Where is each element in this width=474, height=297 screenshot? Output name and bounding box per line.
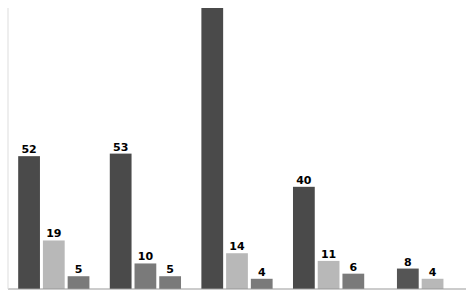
bar (18, 156, 40, 289)
bar (342, 274, 364, 289)
data-label: 52 (21, 143, 36, 156)
bar (397, 269, 419, 289)
data-label: 10 (138, 250, 154, 263)
chart: 52 19 5 53 10 5 14 4 40 11 6 8 4 (0, 0, 474, 297)
bar (201, 8, 223, 289)
bars (18, 8, 443, 289)
data-labels: 52 19 5 53 10 5 14 4 40 11 6 8 4 (21, 141, 436, 279)
data-label: 5 (75, 263, 83, 276)
bar (135, 263, 157, 289)
bar (226, 253, 248, 289)
data-label: 40 (296, 174, 312, 187)
data-label: 8 (404, 256, 412, 269)
data-label: 5 (166, 263, 174, 276)
data-label: 53 (113, 141, 128, 154)
baseline (8, 289, 466, 290)
y-axis-line (8, 8, 9, 289)
data-label: 19 (46, 227, 61, 240)
bar (43, 240, 65, 289)
bar (422, 279, 444, 289)
data-label: 6 (350, 261, 358, 274)
data-label: 4 (258, 266, 266, 279)
bar (68, 276, 90, 289)
bar (293, 187, 315, 289)
bar (159, 276, 181, 289)
data-label: 14 (229, 240, 245, 253)
bar (251, 279, 273, 289)
bar (110, 154, 132, 289)
data-label: 11 (321, 248, 336, 261)
data-label: 4 (429, 266, 437, 279)
bar (318, 261, 340, 289)
